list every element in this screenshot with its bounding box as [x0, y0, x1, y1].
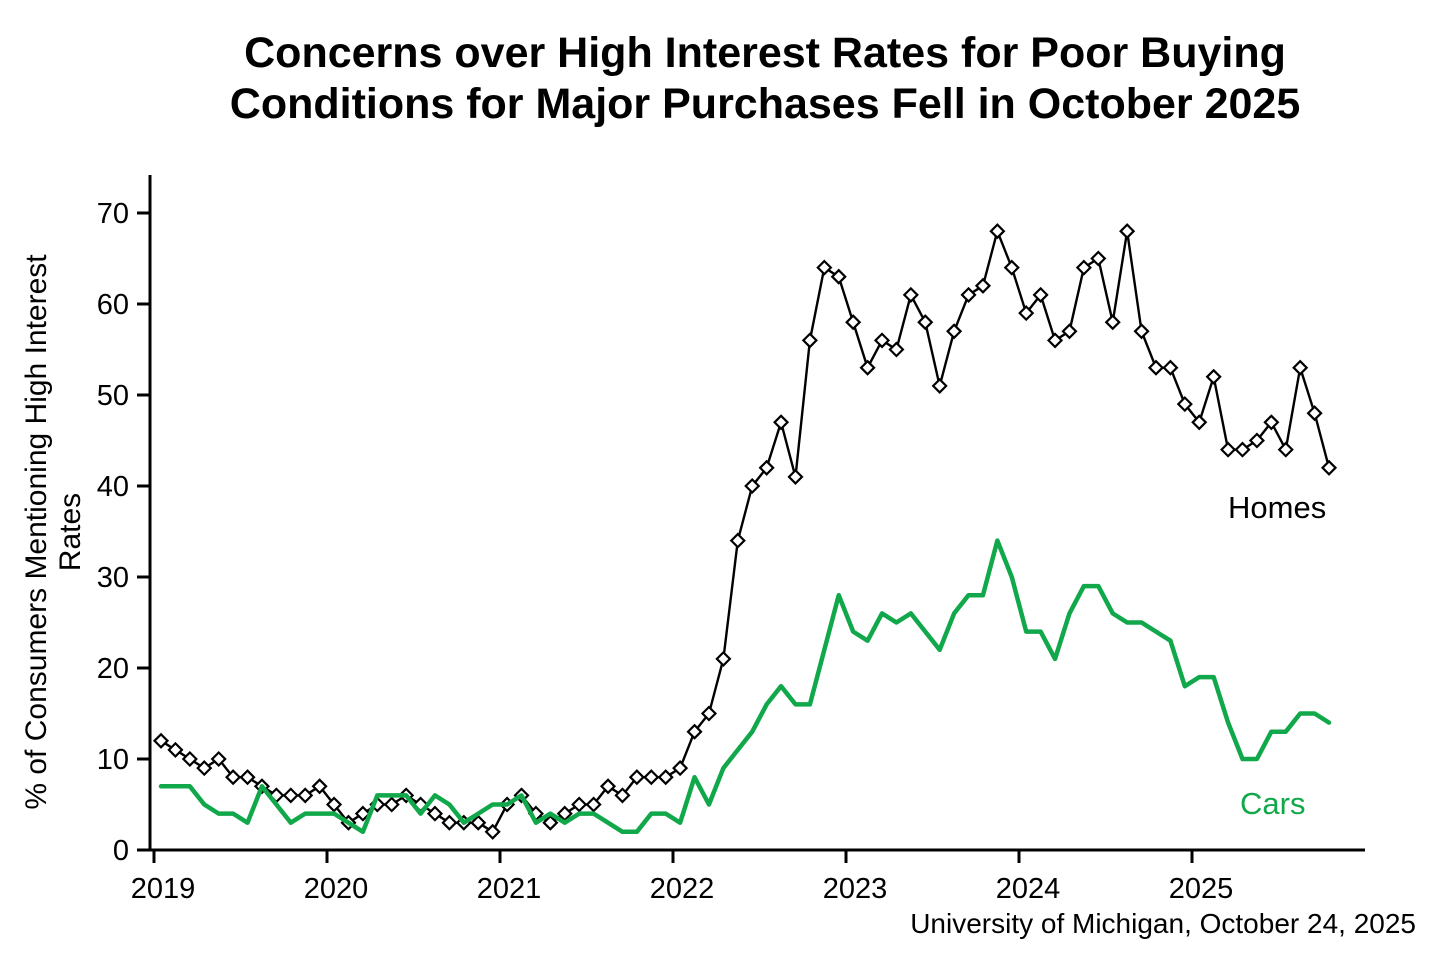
homes-marker	[974, 277, 991, 294]
chart-title: Concerns over High Interest Rates for Po…	[0, 28, 1456, 129]
homes-marker	[239, 769, 256, 786]
homes-marker	[816, 259, 833, 276]
x-tick-label: 2024	[996, 873, 1061, 905]
chart-title-line1: Concerns over High Interest Rates for Po…	[244, 29, 1286, 77]
homes-marker	[1075, 259, 1092, 276]
homes-marker	[599, 778, 617, 795]
homes-marker	[1046, 332, 1064, 349]
x-tick-label: 2020	[304, 873, 369, 905]
homes-marker	[989, 223, 1006, 240]
axes	[148, 175, 1365, 852]
homes-marker	[873, 332, 891, 349]
homes-line	[159, 229, 1331, 833]
homes-marker	[181, 750, 198, 768]
y-tick-label: 40	[97, 471, 129, 503]
homes-marker	[196, 760, 213, 777]
homes-marker	[902, 286, 919, 303]
homes-marker	[1320, 459, 1338, 476]
homes-marker	[1191, 414, 1208, 431]
homes-marker	[744, 477, 761, 495]
homes-marker	[845, 314, 862, 331]
homes-marker	[210, 750, 227, 768]
y-tick-label: 0	[113, 835, 129, 867]
homes-marker	[1220, 441, 1237, 458]
homes-marker	[888, 341, 905, 358]
homes-marker	[700, 705, 718, 722]
homes-marker	[542, 814, 559, 831]
homes-marker	[167, 741, 184, 758]
homes-marker	[585, 796, 602, 813]
homes-marker	[1090, 250, 1107, 267]
homes-marker	[773, 414, 790, 431]
homes-marker	[1018, 305, 1035, 322]
y-tick-label: 50	[97, 380, 129, 412]
homes-marker	[643, 769, 660, 786]
homes-series-label: Homes	[1228, 490, 1327, 525]
homes-marker	[383, 796, 400, 813]
homes-marker	[426, 805, 444, 822]
homes-marker	[931, 377, 948, 394]
homes-marker	[1176, 396, 1193, 413]
homes-marker	[297, 787, 314, 804]
x-tick-label: 2025	[1169, 873, 1234, 905]
homes-marker	[672, 760, 689, 777]
homes-marker	[1147, 359, 1165, 376]
homes-marker	[946, 323, 963, 340]
x-tick-label: 2019	[131, 873, 196, 905]
homes-marker	[917, 314, 934, 331]
homes-marker	[1277, 441, 1294, 458]
homes-marker	[830, 268, 847, 285]
homes-marker	[960, 286, 977, 303]
cars-series-label: Cars	[1240, 786, 1306, 821]
homes-marker	[758, 459, 775, 476]
homes-marker	[628, 769, 645, 786]
cars-line	[158, 538, 1332, 835]
y-tick-label: 70	[97, 198, 129, 230]
homes-marker	[1234, 441, 1251, 458]
homes-marker	[787, 468, 804, 485]
homes-marker	[686, 723, 703, 740]
homes-marker	[441, 814, 458, 831]
y-tick-label: 10	[97, 744, 129, 776]
chart-title-line2: Conditions for Major Purchases Fell in O…	[229, 79, 1301, 128]
source-attribution: University of Michigan, October 24, 2025	[910, 908, 1416, 939]
homes-marker	[657, 769, 674, 786]
homes-marker	[1133, 323, 1150, 340]
homes-marker	[1003, 259, 1020, 276]
x-tick-label: 2021	[477, 873, 542, 905]
homes-marker	[152, 732, 170, 749]
homes-marker	[282, 787, 299, 804]
y-tick-label: 30	[97, 562, 129, 594]
homes-marker	[859, 359, 876, 376]
homes-marker	[1248, 432, 1265, 449]
homes-marker	[1306, 405, 1323, 422]
homes-marker	[1061, 323, 1078, 340]
y-tick-label: 60	[97, 289, 129, 321]
homes-marker	[1205, 368, 1222, 385]
homes-marker	[801, 332, 818, 349]
homes-marker	[1263, 414, 1280, 431]
homes-marker	[571, 796, 588, 813]
homes-marker	[1032, 286, 1049, 303]
x-tick-label: 2023	[823, 873, 888, 905]
homes-marker	[354, 805, 371, 822]
homes-marker	[1104, 314, 1121, 331]
homes-marker	[311, 778, 328, 795]
x-tick-label: 2022	[650, 873, 715, 905]
homes-marker	[1119, 223, 1136, 240]
homes-marker	[1292, 359, 1309, 376]
homes-marker	[729, 532, 746, 549]
homes-marker	[325, 796, 343, 813]
homes-marker	[1162, 359, 1179, 376]
homes-marker	[225, 769, 242, 786]
homes-marker	[715, 650, 732, 667]
y-tick-label: 20	[97, 653, 129, 685]
homes-marker	[614, 787, 631, 804]
homes-marker	[470, 814, 487, 831]
homes-marker	[484, 823, 501, 840]
